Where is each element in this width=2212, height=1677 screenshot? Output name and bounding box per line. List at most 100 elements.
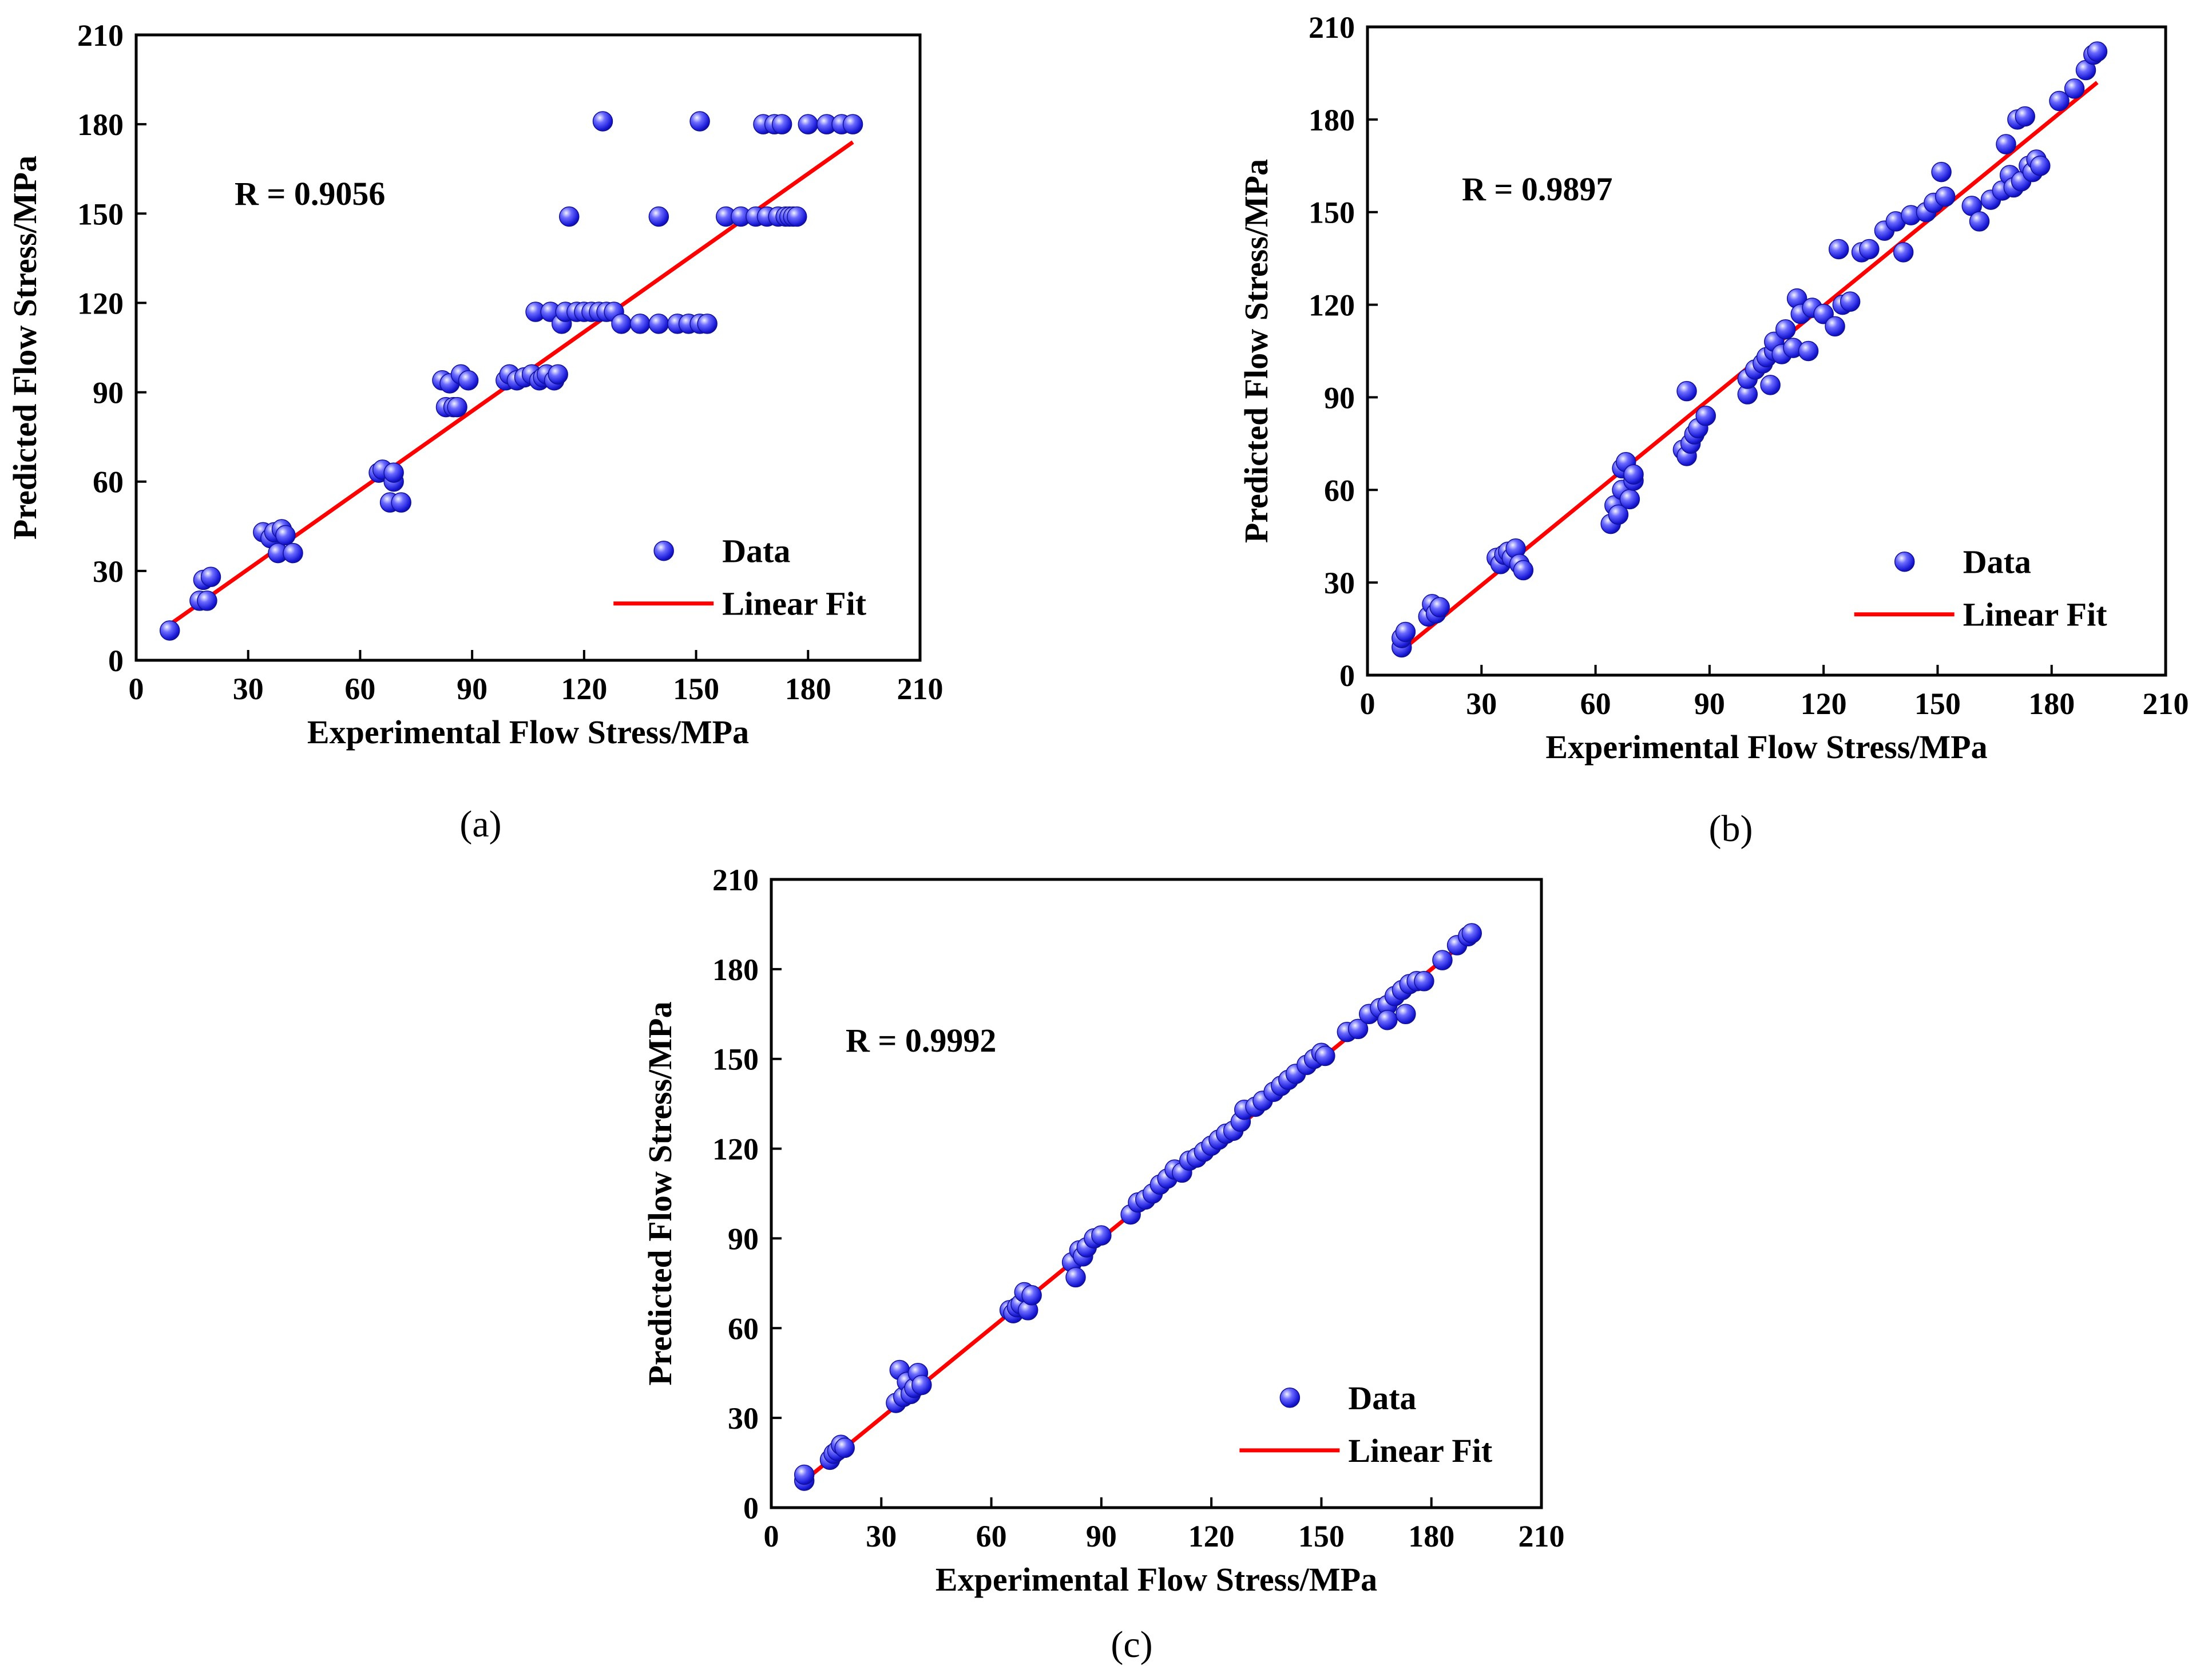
x-tick-label: 0: [129, 672, 144, 706]
data-point: [794, 1464, 815, 1485]
data-point: [1429, 597, 1450, 618]
data-point: [834, 1437, 855, 1458]
data-point: [1623, 464, 1644, 485]
x-tick-label: 90: [1086, 1519, 1117, 1553]
data-point: [383, 462, 404, 483]
x-tick-label: 30: [866, 1519, 897, 1553]
y-axis-label: Predicted Flow Stress/MPa: [1238, 159, 1275, 543]
x-tick-label: 120: [561, 672, 607, 706]
y-tick-label: 180: [1309, 103, 1355, 137]
x-axis-label: Experimental Flow Stress/MPa: [1545, 728, 1987, 766]
data-point: [1695, 406, 1716, 426]
data-point: [1840, 291, 1861, 312]
y-tick-label: 0: [108, 644, 124, 678]
y-axis-label-text: Predicted Flow Stress/MPa: [6, 156, 43, 540]
data-point: [697, 314, 717, 334]
data-point: [1934, 186, 1956, 207]
data-point: [629, 314, 651, 334]
legend-label-linear-fit: Linear Fit: [722, 585, 867, 623]
data-point: [275, 525, 296, 546]
y-tick-label: 210: [712, 863, 759, 897]
data-point: [283, 542, 303, 564]
data-point: [1760, 375, 1781, 395]
data-point: [798, 114, 819, 134]
x-tick-label: 210: [2143, 687, 2189, 721]
data-point: [1414, 971, 1434, 992]
data-point: [1619, 489, 1640, 510]
data-point: [1859, 239, 1880, 260]
x-tick-label: 90: [1694, 687, 1725, 721]
legend-label-linear-fit: Linear Fit: [1348, 1432, 1493, 1469]
data-point: [559, 206, 580, 227]
data-point: [1825, 316, 1845, 337]
y-tick-label: 150: [712, 1042, 759, 1077]
y-tick-label: 180: [712, 953, 759, 987]
x-tick-label: 30: [1466, 687, 1497, 721]
y-tick-label: 180: [77, 108, 124, 142]
y-tick-label: 90: [1324, 380, 1355, 415]
data-point: [911, 1374, 932, 1395]
data-point: [1893, 242, 1914, 263]
x-tick-label: 120: [1801, 687, 1847, 721]
legend-label-data: Data: [1348, 1379, 1416, 1417]
y-tick-label: 60: [728, 1311, 759, 1346]
x-tick-label: 180: [2028, 687, 2075, 721]
data-point: [1608, 504, 1629, 525]
x-tick-label: 60: [976, 1519, 1007, 1553]
y-tick-label: 30: [93, 554, 124, 589]
data-point: [1828, 239, 1849, 260]
y-tick-label: 90: [728, 1222, 759, 1256]
x-tick-label: 210: [897, 672, 944, 706]
data-point: [1395, 621, 1416, 643]
data-point: [200, 566, 221, 588]
x-tick-label: 180: [785, 672, 831, 706]
data-point: [1315, 1045, 1335, 1067]
x-tick-label: 120: [1188, 1519, 1235, 1553]
data-point: [548, 364, 568, 385]
data-point: [1461, 923, 1482, 943]
chart-panel-b: Predicted Flow Stress/MPa Experimental F…: [1238, 10, 2189, 850]
x-tick-label: 0: [764, 1519, 779, 1553]
legend-marker-data: [653, 540, 674, 561]
y-tick-label: 30: [728, 1401, 759, 1436]
data-point: [771, 114, 792, 134]
data-point: [648, 206, 669, 227]
panel-caption: (b): [1709, 808, 1753, 850]
y-tick-label: 120: [1309, 288, 1355, 323]
x-tick-label: 150: [1914, 687, 1961, 721]
y-axis-label-text: Predicted Flow Stress/MPa: [641, 1001, 679, 1385]
data-point: [592, 111, 613, 132]
y-tick-label: 0: [1339, 659, 1355, 693]
data-point: [1021, 1285, 1042, 1306]
legend-marker-data: [1894, 551, 1915, 572]
data-point: [197, 590, 217, 611]
data-point: [391, 492, 411, 513]
x-tick-label: 150: [1298, 1519, 1345, 1553]
x-tick-label: 60: [1580, 687, 1611, 721]
y-tick-label: 60: [93, 465, 124, 499]
y-tick-label: 0: [743, 1491, 759, 1525]
x-axis-label: Experimental Flow Stress/MPa: [935, 1561, 1377, 1598]
panel-caption: (a): [459, 803, 501, 845]
y-tick-label: 120: [77, 286, 124, 320]
chart-panel-c: Predicted Flow Stress/MPa Experimental F…: [641, 863, 1565, 1666]
data-point: [648, 314, 669, 334]
data-point: [1091, 1225, 1112, 1246]
data-point: [842, 114, 863, 134]
data-point: [1798, 340, 1819, 362]
r-value-annotation: R = 0.9056: [235, 175, 385, 212]
y-axis-label: Predicted Flow Stress/MPa: [641, 1001, 679, 1385]
y-tick-label: 210: [1309, 10, 1355, 45]
data-point: [2087, 41, 2108, 62]
legend-label-data: Data: [1963, 544, 2031, 581]
data-point: [2049, 90, 2070, 112]
x-tick-label: 150: [673, 672, 719, 706]
x-tick-label: 0: [1360, 687, 1375, 721]
data-point: [1676, 380, 1697, 402]
r-value-annotation: R = 0.9992: [846, 1022, 996, 1059]
data-point: [1347, 1018, 1369, 1040]
panel-caption: (c): [1111, 1624, 1152, 1666]
data-point: [447, 397, 467, 418]
data-point: [1377, 1009, 1398, 1030]
